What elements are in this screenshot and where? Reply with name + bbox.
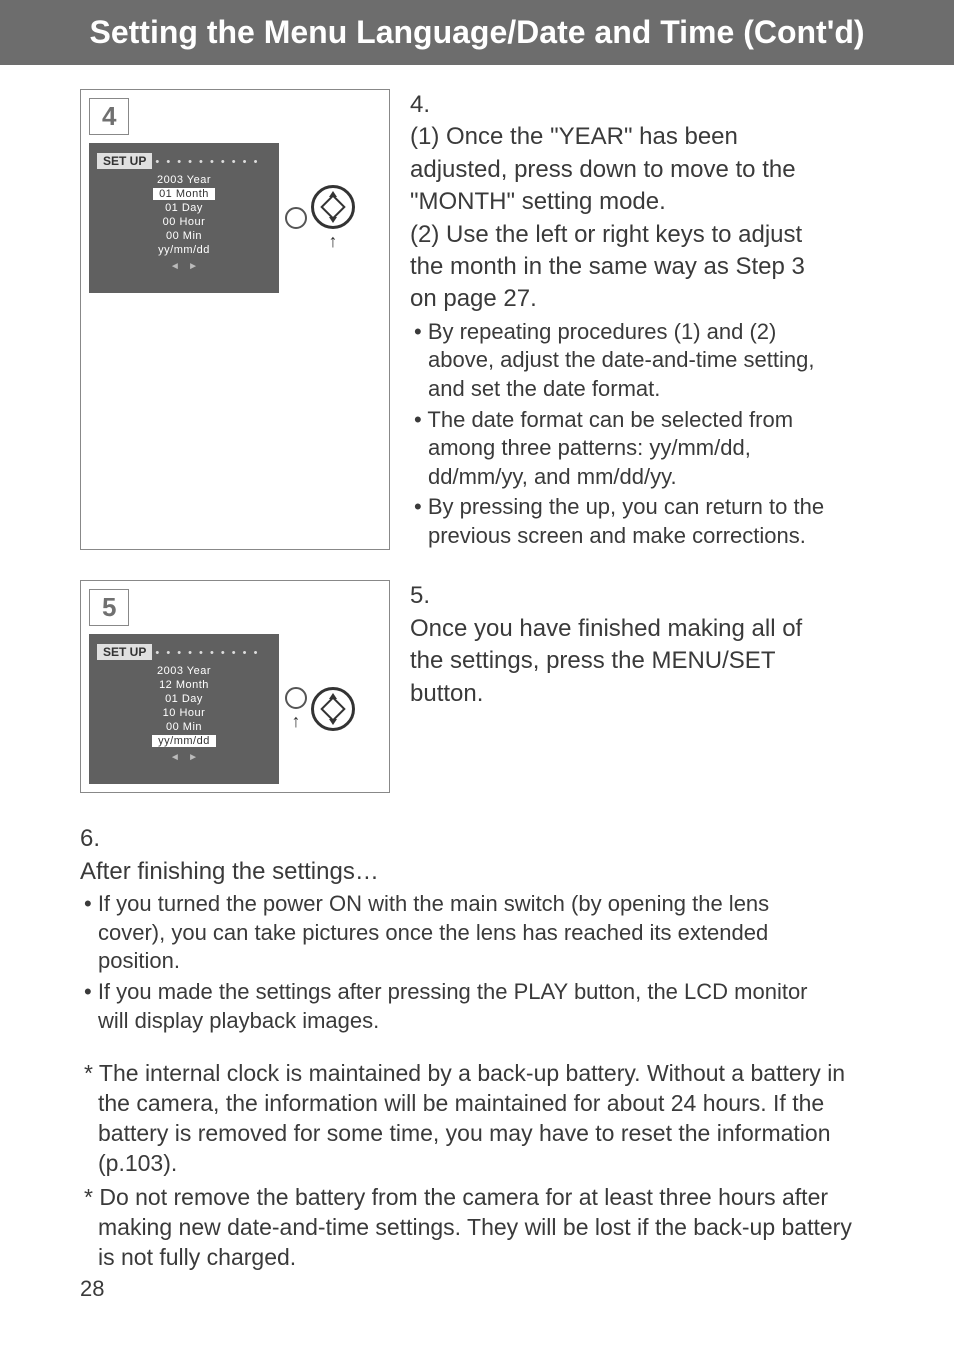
figure-5-controls: ↑	[285, 687, 355, 732]
screen5-month: 12 Month	[97, 678, 271, 692]
figure-5-number: 5	[89, 589, 129, 626]
screen5-day: 01 Day	[97, 692, 271, 706]
screen5-hour: 10 Hour	[97, 706, 271, 720]
step-6-bullet-2: • If you made the settings after pressin…	[80, 978, 838, 1035]
page-title: Setting the Menu Language/Date and Time …	[89, 14, 864, 50]
step-5-text: 5. Once you have finished making all of …	[410, 580, 874, 793]
step-5-row: 5 SET UP • • • • • • • • • • 2003 Year 1…	[80, 580, 874, 793]
step-5-main: Once you have finished making all of the…	[410, 613, 838, 710]
up-arrow-icon-5: ↑	[292, 711, 301, 732]
up-arrow-icon: ↑	[329, 231, 338, 252]
step-4-bullet-3: • By pressing the up, you can return to …	[410, 493, 838, 550]
step-6: 6. After finishing the settings… • If yo…	[80, 823, 874, 1035]
figure-5-screen: SET UP • • • • • • • • • • 2003 Year 12 …	[89, 634, 279, 784]
screen5-nav-arrows: ◄ ►	[97, 752, 271, 763]
dpad-icon-5	[311, 687, 355, 731]
setup-label-5: SET UP	[97, 644, 152, 660]
setup-dots: • • • • • • • • • •	[155, 156, 259, 168]
step-6-bullet-1: • If you turned the power ON with the ma…	[80, 890, 838, 976]
screen-format: yy/mm/dd	[97, 243, 271, 257]
step-6-main: After finishing the settings…	[80, 858, 379, 885]
step-4-bullet-1: • By repeating procedures (1) and (2) ab…	[410, 318, 838, 404]
menu-button-icon-5	[285, 687, 307, 709]
step-4-bullet-2: • The date format can be selected from a…	[410, 406, 838, 492]
screen5-year: 2003 Year	[97, 664, 271, 678]
step-4-row: 4 SET UP • • • • • • • • • • 2003 Year 0…	[80, 89, 874, 550]
setup-label: SET UP	[97, 153, 152, 169]
screen-hour: 00 Hour	[97, 215, 271, 229]
step-5-number: 5.	[410, 580, 442, 612]
screen-nav-arrows: ◄ ►	[97, 261, 271, 272]
menu-button-icon	[285, 207, 307, 229]
screen5-format-highlighted: yy/mm/dd	[152, 735, 216, 747]
dpad-icon	[311, 185, 355, 229]
page-title-bar: Setting the Menu Language/Date and Time …	[0, 0, 954, 65]
screen-month-highlighted: 01 Month	[153, 188, 215, 200]
step-4-number: 4.	[410, 89, 442, 121]
figure-4-controls: ↑	[285, 185, 355, 252]
screen-year: 2003 Year	[97, 173, 271, 187]
screen-min: 00 Min	[97, 229, 271, 243]
step-4-main1: (1) Once the "YEAR" has been adjusted, p…	[410, 123, 796, 215]
footnote-1: * The internal clock is maintained by a …	[80, 1059, 874, 1179]
figure-4: 4 SET UP • • • • • • • • • • 2003 Year 0…	[80, 89, 390, 550]
content-area: 4 SET UP • • • • • • • • • • 2003 Year 0…	[0, 89, 954, 1272]
footnote-2: * Do not remove the battery from the cam…	[80, 1183, 874, 1273]
figure-4-screen: SET UP • • • • • • • • • • 2003 Year 01 …	[89, 143, 279, 293]
screen-day: 01 Day	[97, 201, 271, 215]
setup-dots-5: • • • • • • • • • •	[155, 647, 259, 659]
figure-5: 5 SET UP • • • • • • • • • • 2003 Year 1…	[80, 580, 390, 793]
page-number: 28	[80, 1276, 104, 1302]
step-4-text: 4. (1) Once the "YEAR" has been adjusted…	[410, 89, 874, 550]
screen5-min: 00 Min	[97, 720, 271, 734]
step-4-main2: (2) Use the left or right keys to adjust…	[410, 221, 805, 313]
step-6-number: 6.	[80, 823, 112, 855]
figure-4-number: 4	[89, 98, 129, 135]
